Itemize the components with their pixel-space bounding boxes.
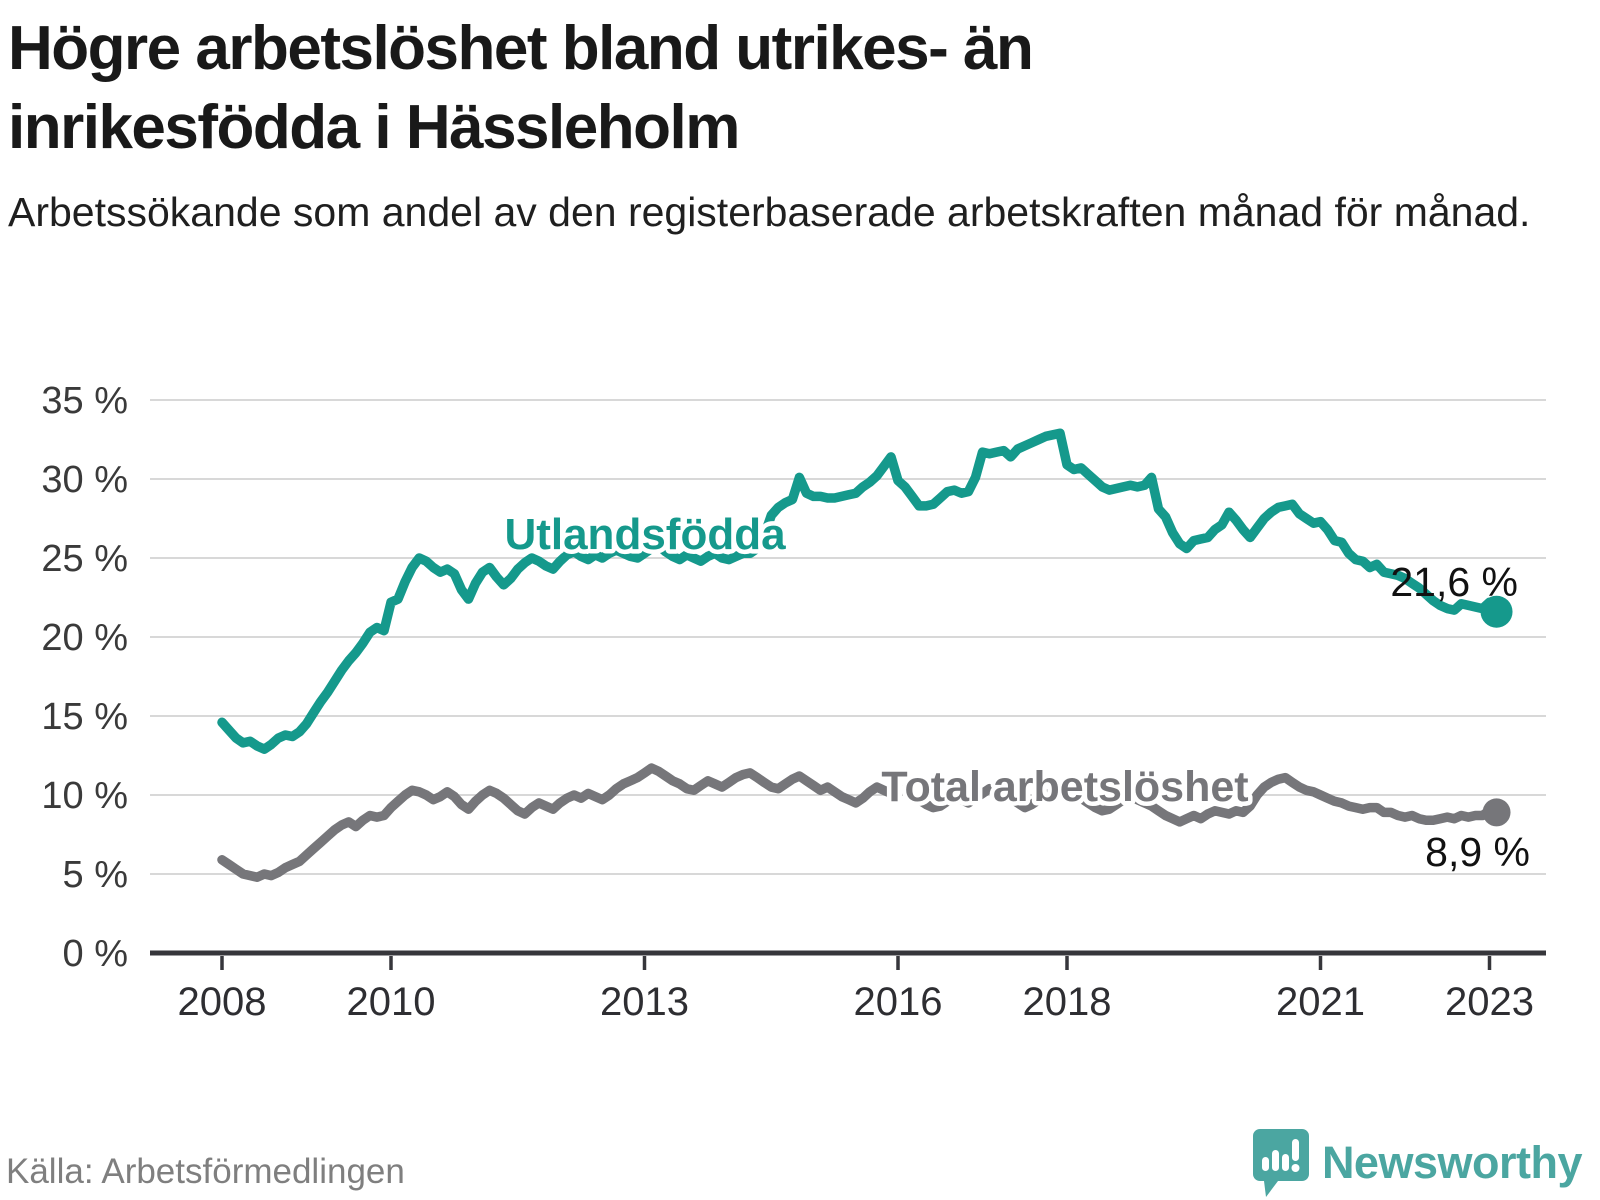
y-axis-label-10: 10 % (41, 775, 128, 817)
chart-subtitle: Arbetssökande som andel av den registerb… (8, 189, 1531, 235)
line-utlandsfodda (217, 428, 1502, 754)
newsworthy-logo-icon (1252, 1129, 1309, 1197)
line-total-arbetsloshet (217, 763, 1502, 882)
x-axis-label-2018: 2018 (1023, 980, 1112, 1024)
end-label-total-arbetsloshet: 8,9 % (1425, 829, 1530, 875)
y-axis-label-20: 20 % (41, 617, 128, 659)
x-axis-label-2016: 2016 (854, 980, 943, 1024)
logo-bars (1261, 1139, 1300, 1172)
x-axis-label-2023: 2023 (1445, 980, 1534, 1024)
title-line-2: inrikesfödda i Hässleholm (8, 92, 740, 162)
brand-name: Newsworthy (1321, 1137, 1583, 1188)
page-title: Högre arbetslöshet bland utrikes- än inr… (8, 10, 1408, 167)
logo-bubble (1252, 1129, 1309, 1197)
y-axis-label-30: 30 % (41, 459, 128, 501)
title-line-1: Högre arbetslöshet bland utrikes- än (8, 14, 1034, 83)
y-axis-label-35: 35 % (41, 380, 128, 422)
x-axis-label-2021: 2021 (1276, 980, 1365, 1024)
source-note: Källa: Arbetsförmedlingen (6, 1152, 405, 1191)
brand-lockup: Newsworthy (1252, 1128, 1583, 1198)
line-total-arbetsloshet-end-dot (1482, 798, 1511, 827)
x-axis-label-2010: 2010 (347, 980, 436, 1024)
x-axis-label-2013: 2013 (600, 980, 689, 1024)
end-label-utlandsfodda: 21,6 % (1390, 559, 1518, 605)
x-axis-label-2008: 2008 (178, 980, 267, 1024)
y-axis-label-0: 0 % (63, 933, 128, 975)
y-axis-label-15: 15 % (41, 696, 128, 738)
y-axis-label-5: 5 % (63, 854, 128, 896)
series-label-total-arbetsloshet: Total arbetslöshet (881, 763, 1248, 811)
series-label-utlandsfodda: Utlandsfödda (504, 510, 786, 559)
line-utlandsfodda-end-dot (1480, 595, 1513, 628)
y-axis-label-25: 25 % (41, 538, 128, 580)
